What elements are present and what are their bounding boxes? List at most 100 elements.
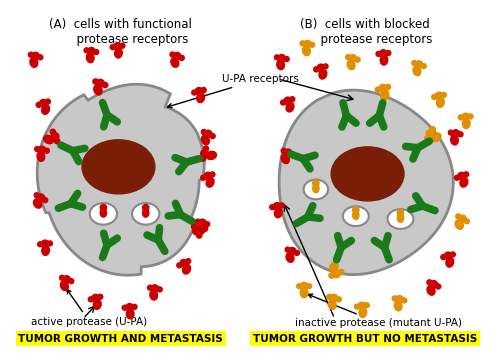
Circle shape <box>290 152 295 157</box>
Text: inactive protease (mutant U-PA): inactive protease (mutant U-PA) <box>294 294 462 328</box>
Circle shape <box>204 222 210 227</box>
Ellipse shape <box>460 177 468 187</box>
Ellipse shape <box>302 46 310 56</box>
Circle shape <box>102 82 108 88</box>
Circle shape <box>376 51 381 57</box>
Circle shape <box>329 273 334 278</box>
Ellipse shape <box>352 211 359 220</box>
Circle shape <box>37 194 44 202</box>
Circle shape <box>441 255 446 260</box>
Circle shape <box>300 41 305 46</box>
Circle shape <box>51 132 59 140</box>
Circle shape <box>28 52 34 57</box>
Ellipse shape <box>171 58 179 67</box>
Ellipse shape <box>202 135 209 145</box>
Circle shape <box>177 263 182 268</box>
Circle shape <box>386 50 391 55</box>
Ellipse shape <box>42 105 50 114</box>
Circle shape <box>63 276 70 283</box>
Circle shape <box>60 275 64 280</box>
Ellipse shape <box>142 209 149 217</box>
Circle shape <box>398 210 404 216</box>
Ellipse shape <box>328 300 336 309</box>
Circle shape <box>42 198 48 203</box>
Circle shape <box>88 48 95 55</box>
Circle shape <box>464 172 468 177</box>
Circle shape <box>114 43 122 50</box>
Circle shape <box>192 224 196 229</box>
Circle shape <box>427 280 432 285</box>
Circle shape <box>278 54 285 62</box>
Ellipse shape <box>206 177 214 187</box>
Circle shape <box>34 193 39 198</box>
Circle shape <box>392 296 397 301</box>
Text: TUMOR GROWTH AND METASTASIS: TUMOR GROWTH AND METASTASIS <box>18 334 223 343</box>
Circle shape <box>50 129 56 134</box>
Circle shape <box>201 87 206 93</box>
Circle shape <box>336 297 342 302</box>
Ellipse shape <box>277 60 284 70</box>
Ellipse shape <box>462 119 470 129</box>
Circle shape <box>280 100 285 105</box>
Circle shape <box>94 50 98 55</box>
Circle shape <box>210 172 215 177</box>
Ellipse shape <box>114 48 122 58</box>
Circle shape <box>92 294 100 302</box>
Ellipse shape <box>274 208 282 218</box>
Ellipse shape <box>319 69 327 79</box>
Circle shape <box>425 136 430 141</box>
Circle shape <box>84 48 89 53</box>
Text: U-PA receptors: U-PA receptors <box>168 74 298 108</box>
Circle shape <box>458 172 466 180</box>
Circle shape <box>186 258 190 264</box>
Ellipse shape <box>94 85 102 95</box>
Circle shape <box>358 302 366 310</box>
Ellipse shape <box>60 281 68 291</box>
Ellipse shape <box>282 154 290 163</box>
Circle shape <box>120 43 125 48</box>
Circle shape <box>148 285 152 290</box>
Circle shape <box>88 297 94 302</box>
Circle shape <box>204 172 212 180</box>
Ellipse shape <box>132 203 160 225</box>
Circle shape <box>132 304 137 309</box>
Circle shape <box>192 90 196 95</box>
Circle shape <box>100 204 106 211</box>
Circle shape <box>32 52 40 60</box>
Ellipse shape <box>126 309 134 319</box>
Circle shape <box>290 97 295 102</box>
Ellipse shape <box>100 209 106 217</box>
Circle shape <box>40 99 47 107</box>
Circle shape <box>274 203 281 210</box>
Circle shape <box>288 248 296 255</box>
Circle shape <box>338 269 344 275</box>
Circle shape <box>284 97 292 105</box>
Circle shape <box>196 233 202 238</box>
Circle shape <box>459 215 466 222</box>
Circle shape <box>436 92 443 100</box>
Text: active protease (U-PA): active protease (U-PA) <box>32 289 148 327</box>
Ellipse shape <box>394 301 402 311</box>
Ellipse shape <box>182 265 190 274</box>
Circle shape <box>93 79 98 84</box>
Ellipse shape <box>413 66 421 76</box>
Circle shape <box>198 219 206 227</box>
Circle shape <box>364 303 370 308</box>
Circle shape <box>195 87 202 95</box>
Circle shape <box>430 281 438 288</box>
Circle shape <box>98 294 103 299</box>
Circle shape <box>46 99 51 104</box>
Circle shape <box>294 251 300 256</box>
Circle shape <box>284 57 289 62</box>
Circle shape <box>323 64 328 69</box>
Circle shape <box>376 87 380 93</box>
Circle shape <box>281 148 286 153</box>
Circle shape <box>280 203 284 208</box>
Circle shape <box>352 207 359 213</box>
Ellipse shape <box>197 93 204 103</box>
Circle shape <box>464 219 469 224</box>
Circle shape <box>38 146 46 154</box>
Circle shape <box>195 219 200 224</box>
Circle shape <box>36 102 41 107</box>
Ellipse shape <box>150 290 158 300</box>
